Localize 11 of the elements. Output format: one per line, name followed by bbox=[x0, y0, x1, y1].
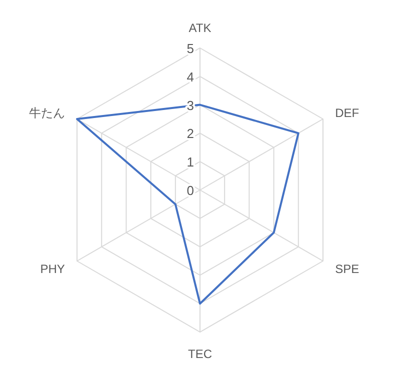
spoke-label: ATK bbox=[188, 21, 212, 35]
y-tick-label: 1 bbox=[186, 154, 194, 170]
y-tick-label: 2 bbox=[186, 126, 194, 142]
spoke-label: TEC bbox=[188, 347, 212, 361]
spoke-label: SPE bbox=[335, 262, 360, 276]
spoke-label: PHY bbox=[40, 262, 65, 276]
y-tick-label: 4 bbox=[186, 69, 194, 84]
y-tick-label: 0 bbox=[186, 183, 194, 198]
spoke-label: DEF bbox=[335, 106, 360, 120]
spoke-label: 牛たん bbox=[28, 106, 65, 120]
y-tick-label: 5 bbox=[186, 41, 194, 56]
